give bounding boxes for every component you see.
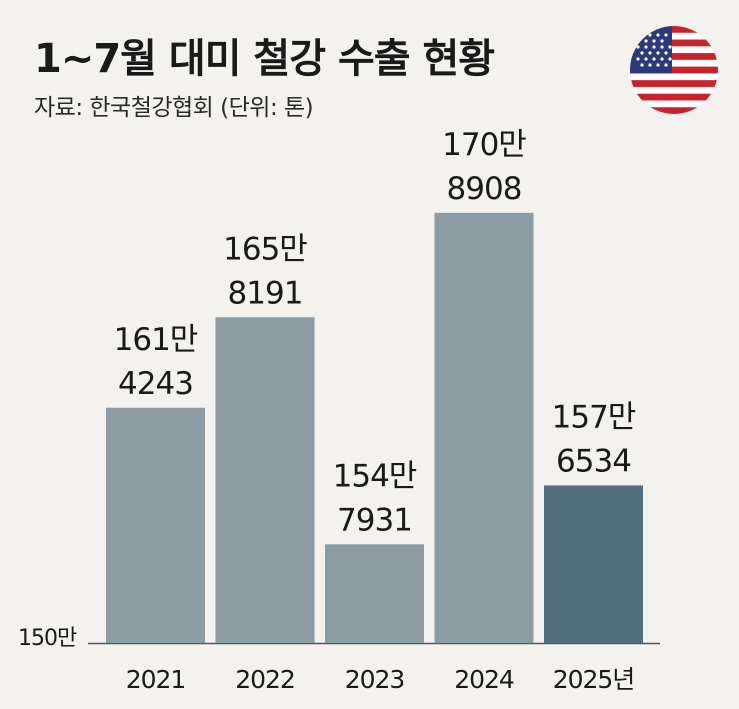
data-label-line2: 8191: [228, 275, 303, 311]
x-tick-label: 2024: [454, 665, 514, 694]
data-label-line1: 165만: [223, 231, 307, 267]
data-label-line1: 157만: [552, 399, 636, 435]
bar-2023: [325, 544, 424, 643]
x-tick-label: 2022: [235, 665, 295, 694]
data-label-line2: 8908: [447, 171, 522, 207]
data-label-line1: 161만: [114, 322, 198, 358]
chart-source: 자료: 한국철강협회 (단위: 톤): [34, 95, 314, 121]
x-tick-label: 2025년: [553, 665, 635, 694]
data-label-line1: 154만: [333, 458, 417, 494]
us-flag-icon: [630, 26, 718, 114]
bar-2024: [434, 212, 534, 644]
chart-title: 1~7월 대미 철강 수출 현황: [34, 36, 495, 82]
data-label-line2: 6534: [556, 443, 631, 479]
y-axis-base-label: 150만: [18, 626, 77, 651]
bar-2022: [215, 317, 315, 643]
data-label-line2: 7931: [337, 502, 412, 538]
data-label-line2: 4243: [118, 366, 193, 402]
x-tick-label: 2021: [126, 665, 186, 694]
bar-2021: [106, 407, 205, 643]
x-tick-label: 2023: [345, 665, 405, 694]
bar-2025년: [544, 485, 643, 643]
data-label-line1: 170만: [442, 127, 526, 163]
